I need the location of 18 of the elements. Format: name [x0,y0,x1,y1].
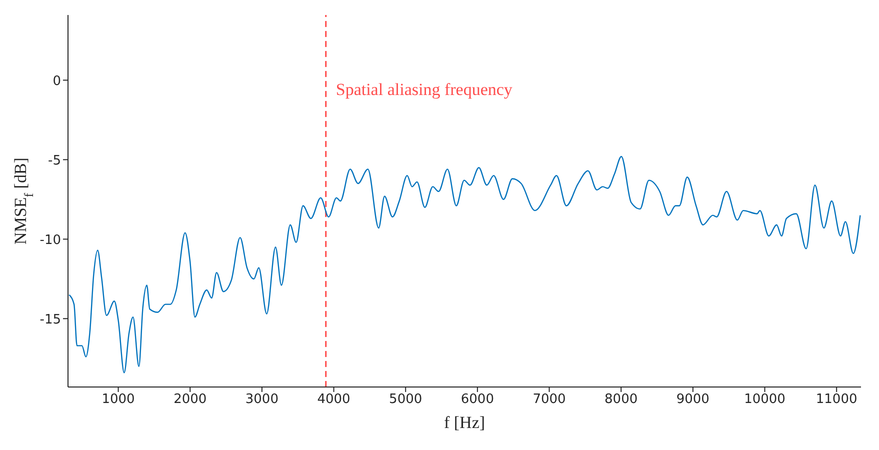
x-tick-label: 1000 [102,392,135,408]
x-tick-label: 10000 [744,392,786,408]
y-tick-label: -10 [40,232,61,248]
y-tick-label: -5 [48,153,61,168]
x-tick-label: 6000 [460,392,494,408]
y-tick-label: -15 [40,312,61,328]
ref-line-label: Spatial aliasing frequency [336,80,513,99]
x-tick-label: 9000 [676,392,710,408]
x-tick-label: 4000 [317,392,350,408]
x-tick-label: 5000 [389,392,422,408]
x-tick-label: 2000 [174,392,207,408]
x-tick-label: 8000 [604,392,638,408]
y-tick-label: 0 [52,74,61,89]
x-tick-label: 3000 [245,392,278,408]
x-tick-label: 11000 [816,392,858,408]
x-axis-title: f [Hz] [444,413,486,432]
line-series [68,156,861,374]
x-tick-label: 7000 [532,392,566,408]
